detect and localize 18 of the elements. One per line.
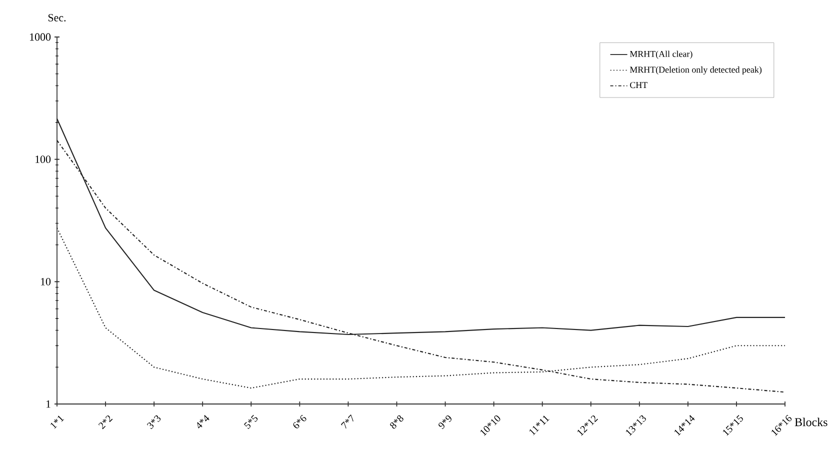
y-axis-title: Sec. — [48, 14, 66, 22]
x-tick-label: 3*3 — [146, 415, 161, 430]
x-tick-label: 4*4 — [197, 415, 210, 428]
legend-label: CHT — [630, 82, 648, 88]
y-tick-label: 1 — [46, 400, 50, 408]
x-tick-label: 9*9 — [438, 415, 452, 430]
x-tick-label: 6*6 — [293, 414, 306, 428]
y-tick-label: 10 — [40, 278, 51, 286]
legend-label: MRHT(All clear) — [630, 50, 692, 59]
y-tick-label: 100 — [36, 156, 51, 164]
x-axis-title: Blocks — [794, 418, 828, 426]
x-tick-label: 8*8 — [390, 415, 404, 429]
x-tick-label: 1*1 — [50, 416, 64, 429]
y-tick-label: 1000 — [30, 33, 51, 41]
x-tick-label: 7*7 — [340, 414, 354, 429]
x-tick-label: 2*2 — [98, 415, 113, 430]
x-tick-label: 5*5 — [244, 414, 258, 429]
legend-label: MRHT(Deletion only detected peak) — [630, 66, 762, 75]
